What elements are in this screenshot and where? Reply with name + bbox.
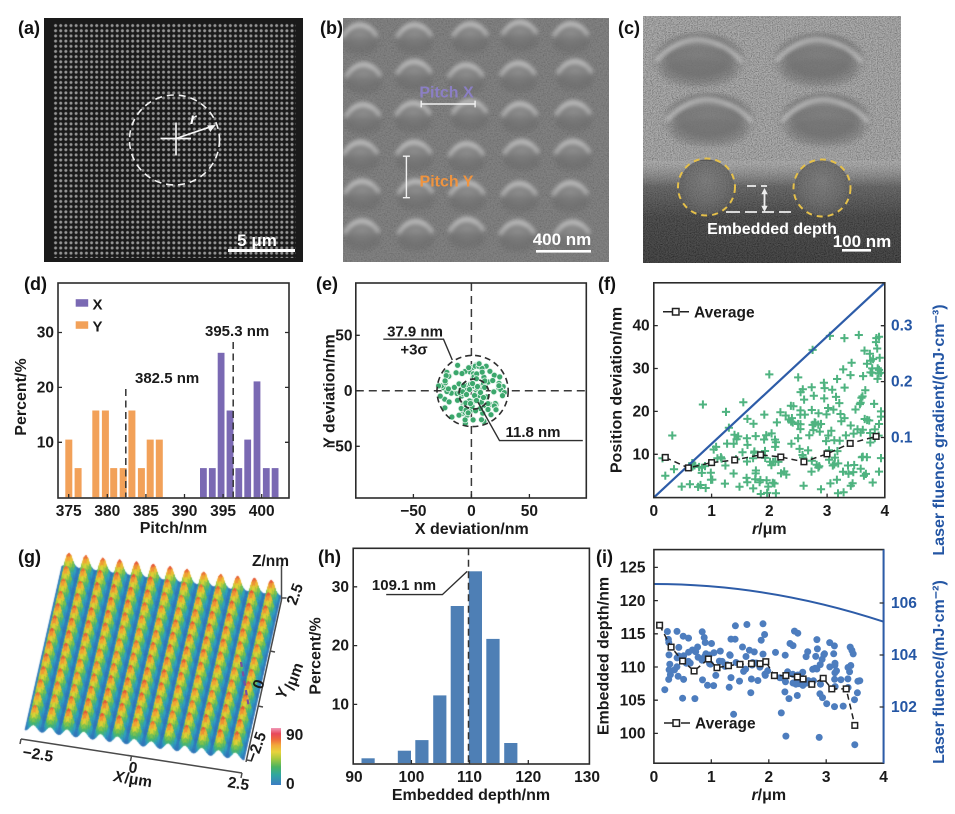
svg-text:130: 130 — [574, 769, 600, 786]
svg-text:400 nm: 400 nm — [532, 230, 591, 249]
svg-text:r/μm: r/μm — [751, 787, 786, 804]
svg-text:390: 390 — [172, 503, 198, 520]
svg-text:X deviation/nm: X deviation/nm — [415, 521, 529, 538]
svg-text:109.1 nm: 109.1 nm — [372, 577, 436, 594]
svg-text:Position deviation/nm: Position deviation/nm — [609, 307, 626, 473]
svg-text:Y: Y — [93, 319, 103, 336]
svg-text:Average: Average — [695, 716, 756, 733]
svg-text:115: 115 — [620, 626, 645, 643]
svg-text:20: 20 — [632, 403, 649, 420]
svg-text:1: 1 — [707, 769, 716, 786]
svg-text:0.1: 0.1 — [891, 430, 913, 447]
svg-text:0.2: 0.2 — [891, 374, 913, 391]
svg-text:(d): (d) — [24, 274, 47, 294]
svg-text:125: 125 — [620, 560, 646, 577]
svg-text:0: 0 — [467, 503, 476, 520]
svg-text:37.9 nm: 37.9 nm — [387, 324, 443, 341]
svg-text:120: 120 — [620, 593, 646, 610]
svg-text:(f): (f) — [598, 274, 616, 294]
svg-text:+3σ: +3σ — [400, 342, 427, 359]
svg-text:4: 4 — [879, 769, 888, 786]
svg-text:400: 400 — [249, 503, 275, 520]
svg-text:4: 4 — [880, 503, 889, 520]
svg-text:(a): (a) — [18, 18, 40, 38]
svg-text:r/μm: r/μm — [752, 521, 787, 538]
svg-text:Pitch/nm: Pitch/nm — [140, 520, 208, 537]
svg-text:Pitch X: Pitch X — [419, 85, 474, 102]
svg-text:2: 2 — [765, 503, 774, 520]
svg-text:20: 20 — [37, 380, 54, 397]
svg-text:0.3: 0.3 — [891, 318, 913, 335]
svg-text:50: 50 — [521, 503, 538, 520]
svg-text:10: 10 — [332, 696, 349, 713]
svg-text:Y deviation/nm: Y deviation/nm — [322, 334, 339, 448]
svg-text:110: 110 — [457, 769, 482, 786]
svg-text:105: 105 — [620, 693, 646, 710]
svg-text:40: 40 — [632, 318, 649, 335]
svg-text:385: 385 — [133, 503, 159, 520]
svg-text:X: X — [93, 297, 103, 314]
svg-text:50: 50 — [335, 327, 352, 344]
svg-text:Pitch Y: Pitch Y — [419, 174, 473, 191]
svg-text:(i): (i) — [596, 547, 613, 567]
svg-text:30: 30 — [332, 579, 349, 596]
svg-text:(c): (c) — [618, 18, 640, 38]
svg-text:−50: −50 — [326, 438, 352, 455]
svg-text:Laser fluence gradient/(mJ·cm⁻: Laser fluence gradient/(mJ·cm⁻³) — [931, 304, 948, 555]
svg-text:100: 100 — [398, 769, 424, 786]
svg-text:3: 3 — [822, 769, 831, 786]
svg-text:30: 30 — [632, 361, 649, 378]
svg-text:120: 120 — [515, 769, 541, 786]
svg-text:0: 0 — [344, 383, 353, 400]
svg-text:1: 1 — [707, 503, 716, 520]
svg-text:3: 3 — [823, 503, 832, 520]
svg-text:395.3 nm: 395.3 nm — [205, 323, 269, 340]
svg-text:102: 102 — [891, 699, 917, 716]
svg-text:Laser fluence/(mJ·cm⁻²): Laser fluence/(mJ·cm⁻²) — [931, 580, 948, 764]
svg-text:375: 375 — [56, 503, 82, 520]
svg-text:10: 10 — [37, 435, 54, 452]
svg-text:106: 106 — [891, 595, 917, 612]
svg-text:0: 0 — [650, 769, 659, 786]
svg-text:380: 380 — [94, 503, 120, 520]
svg-text:Embedded depth/nm: Embedded depth/nm — [596, 577, 613, 735]
svg-text:382.5 nm: 382.5 nm — [135, 370, 199, 387]
svg-text:110: 110 — [620, 659, 645, 676]
svg-text:Embedded depth: Embedded depth — [707, 221, 837, 238]
svg-text:395: 395 — [210, 503, 236, 520]
svg-text:11.8 nm: 11.8 nm — [505, 424, 560, 441]
svg-text:104: 104 — [891, 647, 917, 664]
svg-text:−50: −50 — [400, 503, 426, 520]
svg-text:2: 2 — [764, 769, 773, 786]
svg-text:30: 30 — [37, 325, 54, 342]
svg-text:10: 10 — [632, 446, 649, 463]
svg-text:(b): (b) — [320, 18, 343, 38]
svg-text:Average: Average — [694, 305, 755, 322]
svg-text:100 nm: 100 nm — [833, 232, 892, 251]
svg-text:Percent/%: Percent/% — [13, 358, 30, 435]
svg-text:100: 100 — [620, 726, 646, 743]
svg-text:(h): (h) — [318, 547, 341, 567]
svg-text:0: 0 — [649, 503, 658, 520]
svg-text:Embedded depth/nm: Embedded depth/nm — [392, 787, 550, 804]
svg-text:(e): (e) — [316, 274, 338, 294]
svg-text:20: 20 — [332, 638, 349, 655]
svg-text:90: 90 — [345, 769, 362, 786]
